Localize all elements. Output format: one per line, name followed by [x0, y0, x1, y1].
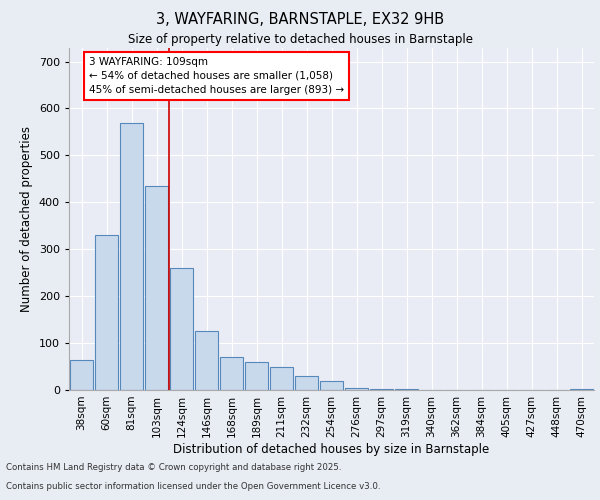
Text: 3, WAYFARING, BARNSTAPLE, EX32 9HB: 3, WAYFARING, BARNSTAPLE, EX32 9HB	[156, 12, 444, 28]
Bar	[570, 388, 593, 390]
Bar	[195, 332, 218, 390]
Bar	[295, 376, 318, 390]
Bar	[220, 357, 243, 390]
Bar	[145, 186, 168, 390]
Bar	[320, 380, 343, 390]
Bar	[70, 360, 93, 390]
Text: 3 WAYFARING: 109sqm
← 54% of detached houses are smaller (1,058)
45% of semi-det: 3 WAYFARING: 109sqm ← 54% of detached ho…	[89, 57, 344, 95]
Text: Size of property relative to detached houses in Barnstaple: Size of property relative to detached ho…	[128, 32, 473, 46]
Bar	[120, 122, 143, 390]
Text: Contains HM Land Registry data © Crown copyright and database right 2025.: Contains HM Land Registry data © Crown c…	[6, 464, 341, 472]
Bar	[95, 235, 118, 390]
Bar	[370, 388, 393, 390]
Bar	[270, 366, 293, 390]
Bar	[245, 362, 268, 390]
Bar	[345, 388, 368, 390]
Bar	[395, 388, 418, 390]
X-axis label: Distribution of detached houses by size in Barnstaple: Distribution of detached houses by size …	[173, 442, 490, 456]
Text: Contains public sector information licensed under the Open Government Licence v3: Contains public sector information licen…	[6, 482, 380, 491]
Bar	[170, 268, 193, 390]
Y-axis label: Number of detached properties: Number of detached properties	[20, 126, 33, 312]
